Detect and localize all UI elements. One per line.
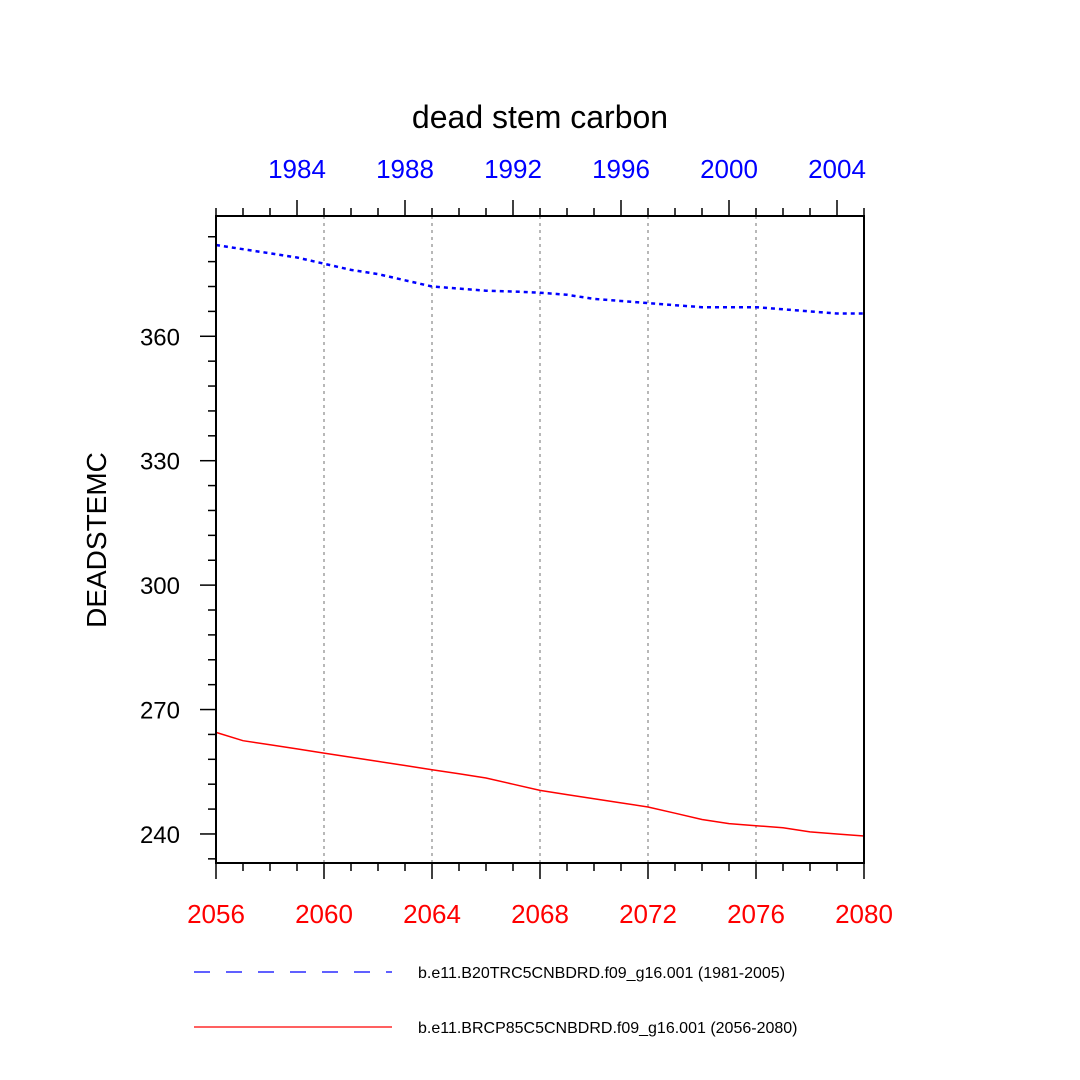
x-top-tick-label: 1988 [376,154,434,184]
y-axis-label: DEADSTEMC [81,452,112,628]
y-tick-label: 360 [140,324,180,351]
x-top-tick-label: 2004 [808,154,866,184]
grid [323,216,757,863]
chart-title: dead stem carbon [412,99,668,135]
x-bottom-tick-label: 2072 [619,899,677,929]
x-bottom-tick-label: 2076 [727,899,785,929]
legend-label: b.e11.B20TRC5CNBDRD.f09_g16.001 (1981-20… [418,965,785,982]
series-layer [215,243,865,837]
x-top-tick-label: 1984 [268,154,326,184]
x-top-tick-label: 1992 [484,154,542,184]
series-line [215,243,864,315]
legend-label: b.e11.BRCP85C5CNBDRD.f09_g16.001 (2056-2… [418,1020,797,1037]
y-tick-label: 330 [140,449,180,476]
legend: b.e11.B20TRC5CNBDRD.f09_g16.001 (1981-20… [194,965,797,1037]
x-bottom-tick-label: 2060 [295,899,353,929]
series-line [215,731,865,837]
y-tick-label: 240 [140,822,180,849]
x-bottom-tick-label: 2068 [511,899,569,929]
y-tick-label: 270 [140,698,180,725]
x-bottom-tick-label: 2064 [403,899,461,929]
x-top-tick-label: 2000 [700,154,758,184]
x-bottom-tick-label: 2056 [187,899,245,929]
x-bottom-tick-label: 2080 [835,899,893,929]
y-tick-label: 300 [140,573,180,600]
x-top-tick-label: 1996 [592,154,650,184]
plot-frame [215,215,865,864]
axes: 2056 2060 2064 2068 2072 2076 2080 1984 1988 1992… [140,154,893,929]
